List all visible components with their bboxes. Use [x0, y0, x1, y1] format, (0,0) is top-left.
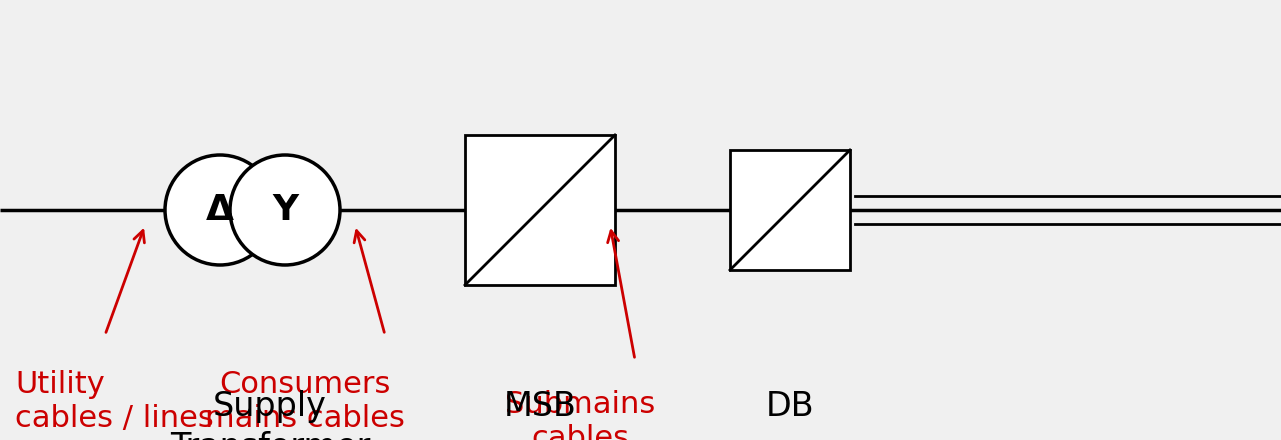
- Text: Y: Y: [272, 193, 298, 227]
- Text: Utility
cables / lines: Utility cables / lines: [15, 370, 214, 433]
- Ellipse shape: [231, 155, 339, 265]
- Text: Submains
cables: Submains cables: [505, 390, 655, 440]
- Bar: [730, 150, 851, 270]
- Text: Supply
Transformer: Supply Transformer: [170, 390, 370, 440]
- Bar: [465, 135, 615, 285]
- Text: Δ: Δ: [206, 193, 234, 227]
- Text: MSB: MSB: [503, 390, 576, 423]
- Text: DB: DB: [766, 390, 815, 423]
- Text: Consumers
mains cables: Consumers mains cables: [205, 370, 405, 433]
- Ellipse shape: [165, 155, 275, 265]
